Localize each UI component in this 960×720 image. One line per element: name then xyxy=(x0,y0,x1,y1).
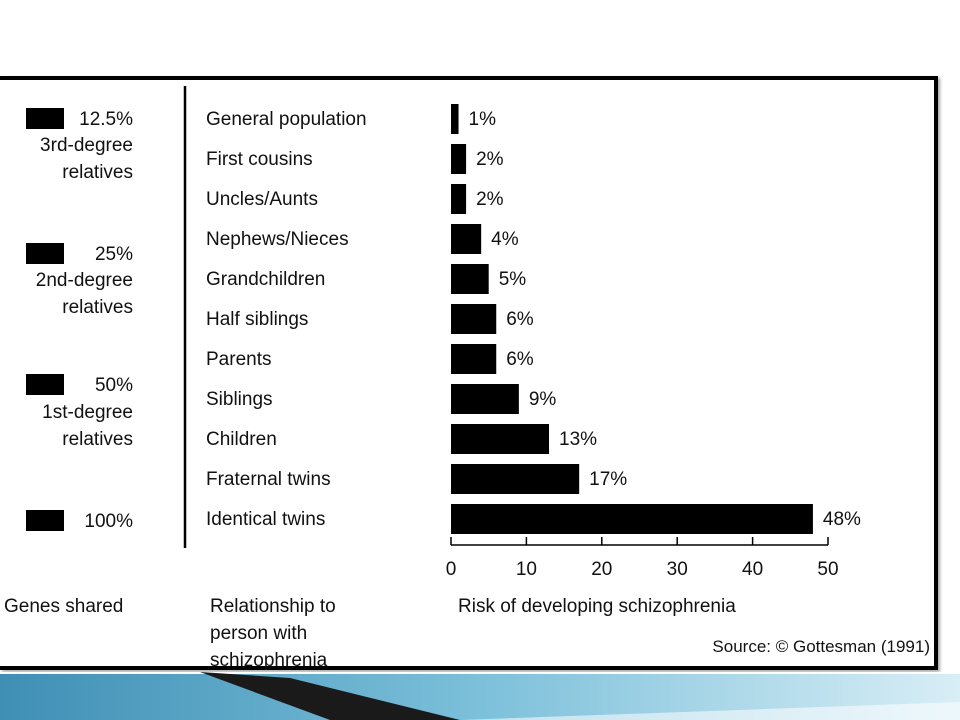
gene-desc-12-5-line1: 3rd-degree xyxy=(40,135,133,156)
value-label-children: 13% xyxy=(559,429,597,450)
bar-half-siblings xyxy=(451,304,497,334)
gene-swatch-50 xyxy=(26,374,64,395)
bar-parents xyxy=(451,344,497,374)
gene-desc-25-line2: relatives xyxy=(62,297,133,318)
relationship-header-line3: schizophrenia xyxy=(210,650,328,671)
category-label-half-siblings: Half siblings xyxy=(206,309,308,330)
gene-desc-12-5-line2: relatives xyxy=(62,162,133,183)
gene-percent-50: 50% xyxy=(95,375,133,396)
bar-identical-twins xyxy=(451,504,813,534)
gene-desc-50-line2: relatives xyxy=(62,429,133,450)
slide-footer-decoration xyxy=(0,672,960,720)
value-label-siblings: 9% xyxy=(529,389,557,410)
x-axis-title: Risk of developing schizophrenia xyxy=(458,596,736,617)
category-label-children: Children xyxy=(206,429,277,450)
relationship-header-line2: person with xyxy=(210,623,307,644)
value-label-half-siblings: 6% xyxy=(506,309,534,330)
decor-dark-wedge xyxy=(200,672,460,720)
genes-shared-column: 12.5% 3rd-degree relatives 25% 2nd-degre… xyxy=(26,108,133,532)
x-tick-label-50: 50 xyxy=(817,559,838,580)
category-label-identical-twins: Identical twins xyxy=(206,509,325,530)
value-labels: 1% 2% 2% 4% 5% 6% 6% 9%13% 17% 48% xyxy=(469,109,862,530)
category-label-first-cousins: First cousins xyxy=(206,149,313,170)
x-axis: 0 10 20 30 40 50 xyxy=(446,537,839,580)
value-label-general-population: 1% xyxy=(469,109,497,130)
bar-siblings xyxy=(451,384,519,414)
bar-fraternal-twins xyxy=(451,464,580,494)
x-tick-label-40: 40 xyxy=(742,559,763,580)
value-label-fraternal-twins: 17% xyxy=(589,469,627,490)
category-label-siblings: Siblings xyxy=(206,389,273,410)
value-label-first-cousins: 2% xyxy=(476,149,504,170)
value-label-grandchildren: 5% xyxy=(499,269,527,290)
category-labels: General population First cousins Uncles/Au… xyxy=(206,109,367,530)
bar-general-population xyxy=(451,104,459,134)
gene-swatch-100 xyxy=(26,510,64,531)
bar-grandchildren xyxy=(451,264,489,294)
genes-shared-header: Genes shared xyxy=(4,596,123,617)
gene-percent-25: 25% xyxy=(95,244,133,265)
decor-light-wedge xyxy=(460,702,960,720)
value-label-identical-twins: 48% xyxy=(823,509,861,530)
category-label-uncles-aunts: Uncles/Aunts xyxy=(206,189,318,210)
relationship-header-line1: Relationship to xyxy=(210,596,336,617)
gene-desc-25-line1: 2nd-degree xyxy=(36,270,133,291)
source-credit: Source: © Gottesman (1991) xyxy=(712,637,930,656)
bar-children xyxy=(451,424,550,454)
value-label-uncles-aunts: 2% xyxy=(476,189,504,210)
x-tick-label-20: 20 xyxy=(591,559,612,580)
bar-nephews-nieces xyxy=(451,224,482,254)
gene-percent-12-5: 12.5% xyxy=(79,109,133,130)
bar-uncles-aunts xyxy=(451,184,467,214)
bars xyxy=(451,104,813,534)
gene-swatch-25 xyxy=(26,243,64,264)
gene-swatch-12-5 xyxy=(26,108,64,129)
category-label-nephews-nieces: Nephews/Nieces xyxy=(206,229,349,250)
value-label-parents: 6% xyxy=(506,349,534,370)
x-tick-label-10: 10 xyxy=(516,559,537,580)
category-label-grandchildren: Grandchildren xyxy=(206,269,325,290)
category-label-general-population: General population xyxy=(206,109,367,130)
bar-first-cousins xyxy=(451,144,467,174)
gene-desc-50-line1: 1st-degree xyxy=(42,402,133,423)
x-tick-label-0: 0 xyxy=(446,559,457,580)
gene-percent-100: 100% xyxy=(84,511,133,532)
value-label-nephews-nieces: 4% xyxy=(491,229,519,250)
category-label-fraternal-twins: Fraternal twins xyxy=(206,469,331,490)
x-tick-label-30: 30 xyxy=(667,559,688,580)
category-label-parents: Parents xyxy=(206,349,271,370)
